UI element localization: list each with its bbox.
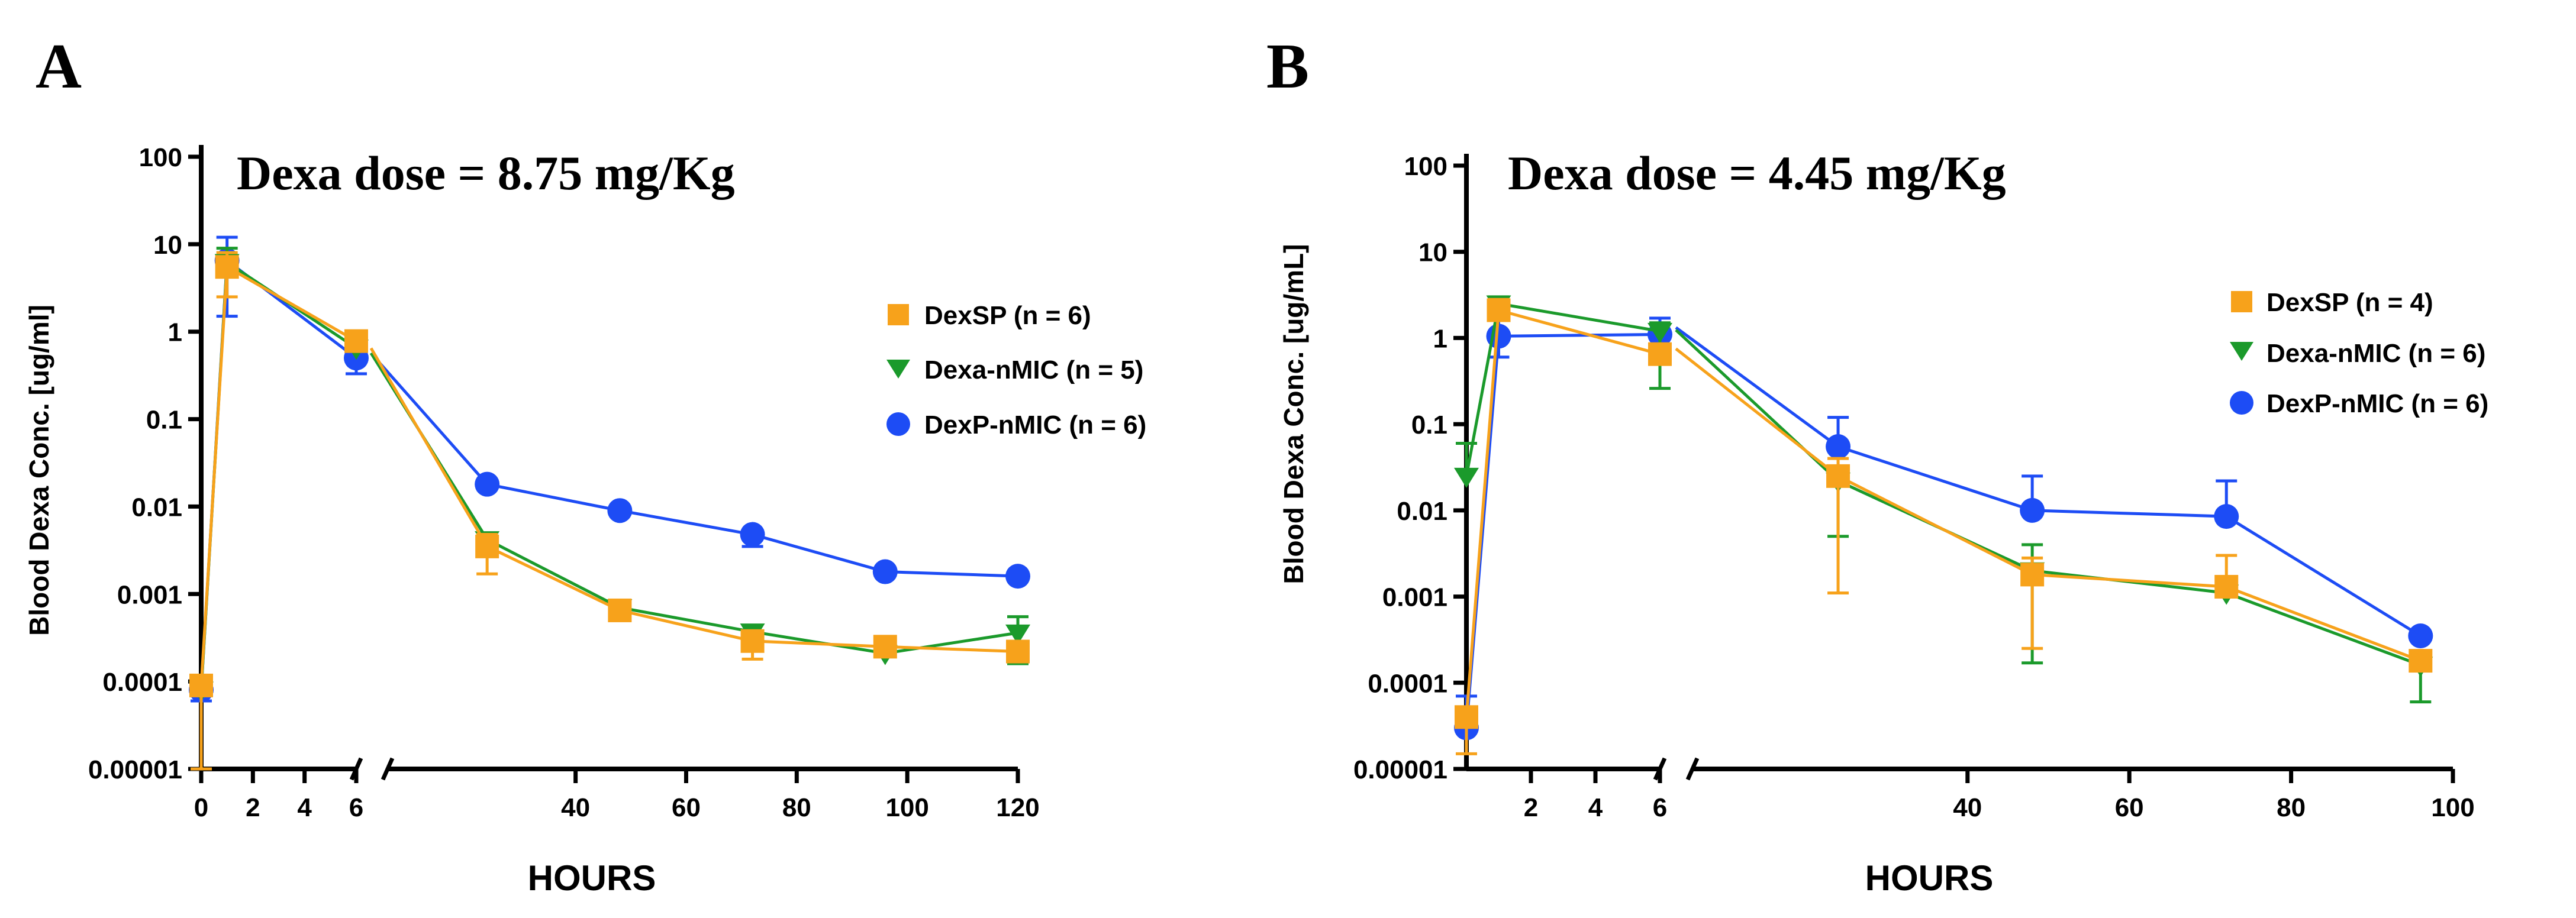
- panel-a-point-dexp-nmic: [607, 498, 633, 523]
- panel-a-y-tick-label: 0.1: [146, 406, 182, 435]
- panel-a-legend-marker-dexp-nmic: [886, 412, 910, 436]
- panel-b-label: B: [1266, 31, 1309, 102]
- panel-a-y-tick-label: 100: [139, 143, 182, 172]
- panel-b-series-line-dexp-nmic: [1465, 332, 1661, 728]
- panel-b-legend: DexSP (n = 4) Dexa-nMIC (n = 6) DexP-nMI…: [2230, 288, 2488, 418]
- panel-b-y-tick-label: 10: [1418, 238, 1447, 267]
- panel-a-label: A: [36, 31, 82, 102]
- panel-a-legend-marker-dexa-nmic: [886, 360, 910, 379]
- panel-b-y-tick-label: 0.00001: [1353, 755, 1447, 784]
- panel-a-x-tick-label: 100: [885, 793, 928, 822]
- panel-a-point-dexsp: [873, 635, 897, 659]
- panel-a-y-tick-label: 0.001: [117, 580, 182, 609]
- panel-b-y-tick-label: 0.1: [1411, 410, 1447, 439]
- panel-a-x-tick-label: 2: [246, 793, 260, 822]
- panel-a-x-tick-label: 6: [349, 793, 363, 822]
- panel-a-point-dexsp: [1006, 639, 1030, 664]
- panel-b-series-line-dexp-nmic: [1675, 326, 2422, 638]
- panel-a-legend-marker-dexsp: [888, 304, 909, 325]
- panel-a-point-dexa-nmic: [1005, 624, 1030, 645]
- panel-a-y-tick-label: 0.0001: [102, 668, 182, 697]
- panel-a-point-dexp-nmic: [1005, 564, 1030, 589]
- panel-b-axis-break-mark: [1685, 757, 1700, 781]
- panel-a-legend-label-dexa-nmic: Dexa-nMIC (n = 5): [924, 355, 1143, 384]
- panel-b-x-tick-label: 60: [2115, 793, 2144, 822]
- panel-a-x-tick-label: 4: [297, 793, 312, 822]
- panel-b-x-tick-label: 6: [1653, 793, 1667, 822]
- panel-b-point-dexp-nmic: [1826, 434, 1851, 459]
- panel-a-point-dexsp: [344, 329, 368, 353]
- panel-b-legend-label-dexa-nmic: Dexa-nMIC (n = 6): [2267, 339, 2485, 368]
- panel-b-y-tick-label: 0.0001: [1368, 669, 1447, 698]
- panel-a-point-dexp-nmic: [872, 559, 898, 584]
- panel-b-x-tick-label: 100: [2431, 793, 2474, 822]
- panel-a-legend-label-dexp-nmic: DexP-nMIC (n = 6): [924, 410, 1146, 439]
- panel-b-y-tick-label: 100: [1404, 152, 1447, 181]
- panel-b-series-line-dexa-nmic: [1675, 329, 2422, 667]
- panel-b-point-dexp-nmic: [2020, 497, 2045, 523]
- panel-b-axes: 100 10 1 0.1 0.01 0.001 0.0001 0.00001 2 4 6 40 60 80…: [1353, 152, 2475, 822]
- panel-b-x-axis-title: HOURS: [1865, 858, 1994, 898]
- panel-a-x-tick-label: 40: [561, 793, 590, 822]
- panel-b-y-tick-label: 1: [1433, 324, 1447, 353]
- panel-a-series: [189, 235, 1030, 771]
- panel-a-point-dexp-nmic: [475, 471, 500, 497]
- panel-b-series-dexsp: [1455, 298, 2433, 755]
- panel-b-dose-annotation: Dexa dose = 4.45 mg/Kg: [1508, 146, 2006, 200]
- panel-a-x-tick-label: 120: [996, 793, 1039, 822]
- panel-b-point-dexsp: [1487, 298, 1511, 322]
- panel-a-dose-annotation: Dexa dose = 8.75 mg/Kg: [237, 146, 735, 200]
- panel-b-point-dexsp: [1648, 342, 1672, 366]
- panel-a: A Dexa dose = 8.75 mg/Kg HOURS Blood Dex…: [24, 31, 1146, 898]
- panel-b-legend-marker-dexsp: [2231, 291, 2252, 312]
- panel-a-point-dexsp: [740, 629, 765, 653]
- panel-a-y-tick-label: 1: [168, 318, 182, 347]
- panel-a-x-axis-title: HOURS: [528, 858, 656, 898]
- panel-a-legend-label-dexsp: DexSP (n = 6): [924, 301, 1091, 330]
- panel-a-x-tick-label: 80: [782, 793, 811, 822]
- panel-b-legend-marker-dexp-nmic: [2230, 391, 2253, 415]
- panel-a-series-line-dexsp: [199, 264, 357, 686]
- panel-b-point-dexsp: [2409, 649, 2433, 673]
- panel-b-y-axis-title: Blood Dexa Conc. [ug/mL]: [1278, 244, 1309, 584]
- panel-b-point-dexsp: [2214, 574, 2239, 599]
- panel-a-point-dexsp: [215, 255, 239, 279]
- panel-a-x-tick-label: 60: [672, 793, 701, 822]
- panel-b-point-dexa-nmic: [1648, 322, 1672, 343]
- panel-b-point-dexp-nmic: [2408, 623, 2433, 649]
- panel-a-x-tick-label: 0: [194, 793, 208, 822]
- panel-b-legend-label-dexp-nmic: DexP-nMIC (n = 6): [2267, 389, 2488, 418]
- panel-a-axes: 100 10 1 0.1 0.01 0.001 0.0001 0.00001 0 2 4 6 40 60 8…: [88, 143, 1040, 822]
- panel-b-point-dexsp: [1826, 464, 1850, 488]
- panel-b-x-tick-label: 4: [1588, 793, 1603, 822]
- panel-a-point-dexp-nmic: [740, 522, 765, 547]
- panel-b-legend-label-dexsp: DexSP (n = 4): [2267, 288, 2433, 317]
- panel-b: B Dexa dose = 4.45 mg/Kg HOURS Blood Dex…: [1266, 31, 2488, 898]
- panel-b-point-dexsp: [2020, 563, 2045, 587]
- panel-b-series: [1454, 295, 2433, 755]
- panel-a-series-dexsp: [189, 251, 1030, 771]
- panel-a-point-dexsp: [608, 598, 632, 622]
- panel-a-axis-break-mark: [381, 757, 395, 781]
- panel-b-x-tick-label: 2: [1524, 793, 1538, 822]
- panel-b-y-tick-label: 0.001: [1382, 583, 1447, 612]
- panel-a-series-line-dexp-nmic: [370, 352, 1018, 578]
- panel-b-point-dexsp: [1455, 705, 1478, 729]
- panel-a-y-tick-label: 10: [153, 231, 182, 260]
- panel-b-x-tick-label: 80: [2277, 793, 2306, 822]
- panel-a-point-dexsp: [475, 534, 499, 558]
- panel-a-y-tick-label: 0.00001: [88, 755, 182, 784]
- panel-a-y-tick-label: 0.01: [131, 493, 182, 522]
- panel-b-x-tick-label: 40: [1953, 793, 1982, 822]
- panel-a-series-line-dexsp: [369, 347, 1018, 653]
- panel-b-point-dexp-nmic: [2214, 504, 2239, 529]
- panel-a-y-axis-title: Blood Dexa Conc. [ug/ml]: [24, 305, 54, 636]
- panel-a-point-dexsp: [189, 673, 213, 697]
- panel-a-legend: DexSP (n = 6) Dexa-nMIC (n = 5) DexP-nMI…: [886, 301, 1146, 439]
- panel-b-y-tick-label: 0.01: [1397, 497, 1447, 526]
- panel-a-series-line-dexa-nmic: [369, 352, 1018, 655]
- panel-b-legend-marker-dexa-nmic: [2230, 342, 2253, 361]
- panel-b-point-dexa-nmic: [1454, 467, 1479, 488]
